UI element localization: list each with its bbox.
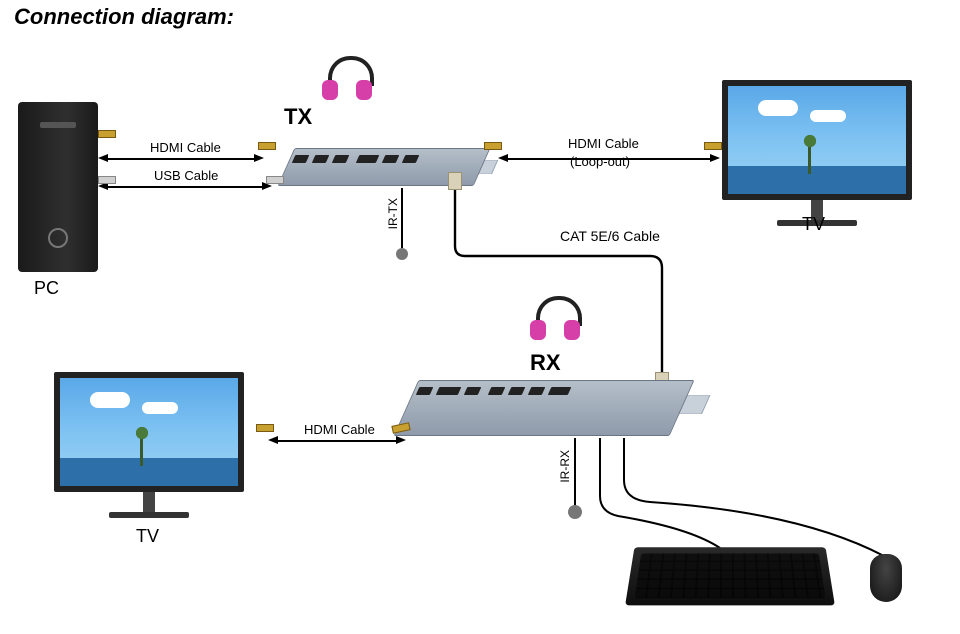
mouse-icon xyxy=(870,554,902,602)
rx-kbd-cable xyxy=(0,0,960,634)
keyboard-icon xyxy=(625,547,835,605)
